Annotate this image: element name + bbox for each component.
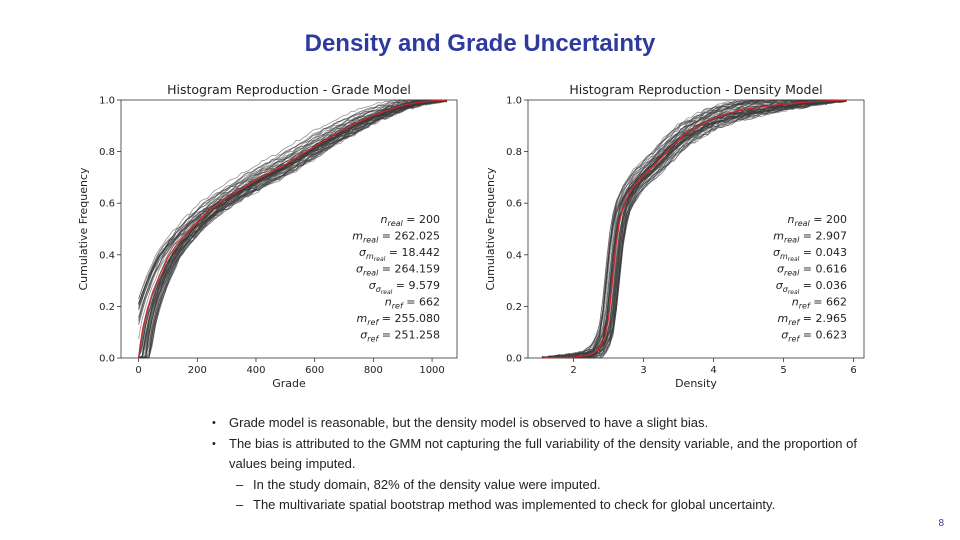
x-tick-label: 4 xyxy=(710,365,716,376)
x-tick-label: 800 xyxy=(364,365,383,376)
realization-line xyxy=(138,99,447,359)
stat-line: mref = 255.080 xyxy=(357,312,440,327)
y-tick-label: 0.0 xyxy=(99,354,115,365)
bullet-item: Grade model is reasonable, but the densi… xyxy=(212,413,892,434)
realization-line xyxy=(138,99,447,310)
realizations-group xyxy=(541,99,847,359)
x-tick-label: 600 xyxy=(305,365,324,376)
x-tick-label: 5 xyxy=(780,365,786,376)
chart-title: Histogram Reproduction - Density Model xyxy=(569,82,822,97)
stat-line: mref = 2.965 xyxy=(778,312,847,327)
x-tick-label: 3 xyxy=(640,365,646,376)
stat-line: σreal = 264.159 xyxy=(356,263,440,278)
y-tick-label: 0.8 xyxy=(506,147,522,158)
realization-line xyxy=(138,99,447,359)
realization-line xyxy=(541,99,847,359)
stat-line: σreal = 0.616 xyxy=(777,263,847,278)
stat-line: nreal = 200 xyxy=(787,213,847,228)
stat-line: σσreal = 0.036 xyxy=(776,279,847,296)
sub-bullet-item: The multivariate spatial bootstrap metho… xyxy=(212,495,892,516)
stat-line: σref = 251.258 xyxy=(360,329,440,344)
realization-line xyxy=(138,100,447,359)
y-tick-label: 0.2 xyxy=(99,302,115,313)
stat-line: nref = 662 xyxy=(792,296,847,311)
realization-line xyxy=(138,99,447,358)
x-tick-label: 1000 xyxy=(419,365,444,376)
y-tick-label: 0.8 xyxy=(99,147,115,158)
slide-title: Density and Grade Uncertainty xyxy=(304,30,656,57)
y-tick-label: 0.6 xyxy=(99,199,115,210)
plot-frame xyxy=(527,99,865,359)
stat-line: σσreal = 9.579 xyxy=(369,279,440,296)
y-tick-label: 1.0 xyxy=(99,96,115,107)
stat-line: nreal = 200 xyxy=(380,213,440,228)
stat-line: mreal = 2.907 xyxy=(773,230,847,245)
y-tick-label: 0.4 xyxy=(506,250,522,261)
y-tick-label: 0.2 xyxy=(506,302,522,313)
stat-line: σref = 0.623 xyxy=(781,329,847,344)
stat-line: mreal = 262.025 xyxy=(352,230,440,245)
reference-line xyxy=(138,99,447,359)
grade-model-chart: Histogram Reproduction - Grade Model 0.0 0… xyxy=(77,82,458,390)
reference-line xyxy=(541,99,847,359)
y-tick-label: 0.6 xyxy=(506,199,522,210)
y-axis-label: Cumulative Frequency xyxy=(77,167,90,291)
page-number: 8 xyxy=(938,518,944,529)
stat-line: σmreal = 18.442 xyxy=(359,246,440,263)
plot-frame xyxy=(120,99,458,359)
stat-line: σmreal = 0.043 xyxy=(773,246,847,263)
x-tick-label: 6 xyxy=(850,365,856,376)
density-model-chart: Histogram Reproduction - Density Model 0.… xyxy=(484,82,865,390)
chart-title: Histogram Reproduction - Grade Model xyxy=(167,82,411,97)
bullet-item: The bias is attributed to the GMM not ca… xyxy=(212,434,892,475)
realization-line xyxy=(138,99,447,309)
realization-line xyxy=(138,99,447,304)
x-axis-label: Grade xyxy=(272,377,306,390)
y-tick-label: 0.0 xyxy=(506,354,522,365)
x-tick-label: 0 xyxy=(135,365,141,376)
x-tick-label: 200 xyxy=(188,365,207,376)
stat-line: nref = 662 xyxy=(385,296,440,311)
x-axis-label: Density xyxy=(675,377,717,390)
y-tick-label: 1.0 xyxy=(506,96,522,107)
bullet-list: Grade model is reasonable, but the densi… xyxy=(212,413,892,516)
x-tick-label: 2 xyxy=(570,365,576,376)
realization-line xyxy=(138,99,447,308)
y-axis-label: Cumulative Frequency xyxy=(484,167,497,291)
y-tick-label: 0.4 xyxy=(99,250,115,261)
sub-bullet-item: In the study domain, 82% of the density … xyxy=(212,475,892,496)
x-tick-label: 400 xyxy=(246,365,265,376)
